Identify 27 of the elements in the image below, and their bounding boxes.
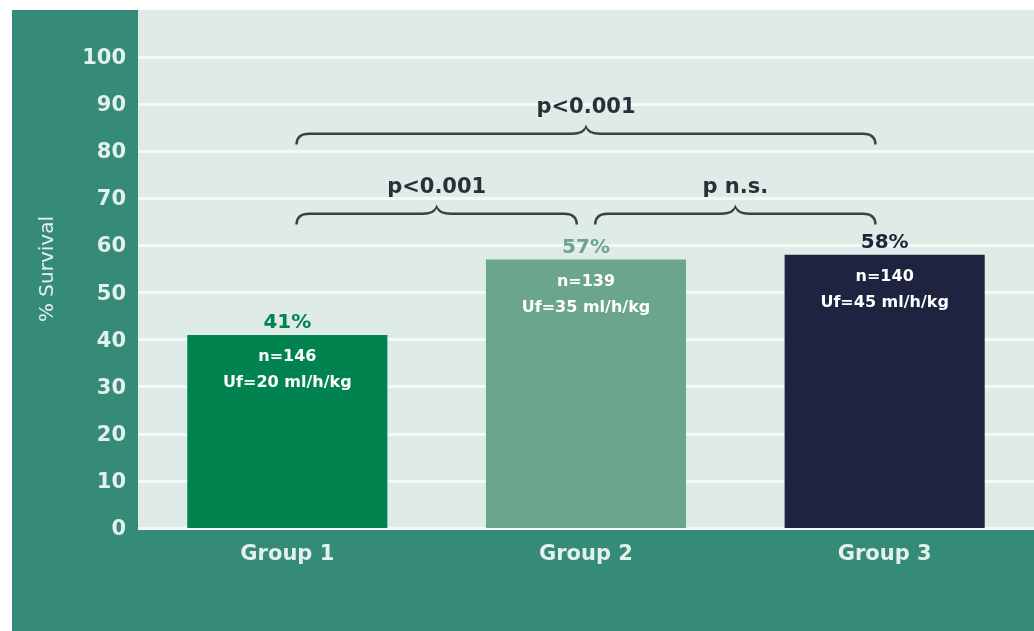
y-tick-label: 0 <box>111 516 126 540</box>
y-tick-label: 50 <box>96 280 126 305</box>
data-label: 58% <box>860 228 909 253</box>
x-tick-label: Group 2 <box>539 540 633 565</box>
annotation: p<0.001 <box>387 173 487 198</box>
y-tick-label: 100 <box>82 45 126 70</box>
y-tick-label: 60 <box>96 233 126 258</box>
y-tick-label: 30 <box>96 374 126 399</box>
x-tick-label: Group 3 <box>837 540 932 565</box>
y-axis-title: % Survival <box>34 216 58 322</box>
x-tick-label: Group 1 <box>240 540 335 565</box>
annotation: p<0.001 <box>536 93 636 118</box>
bar <box>485 259 687 528</box>
y-tick-label: 80 <box>96 139 126 164</box>
y-tick-label: 40 <box>96 327 126 352</box>
data-label: 57% <box>562 233 610 258</box>
y-tick-label: 10 <box>96 468 126 493</box>
bar <box>784 254 985 528</box>
y-tick-label: 70 <box>96 186 126 211</box>
annotation: n=139 Uf=35 ml/h/kg <box>521 271 651 317</box>
y-tick-label: 90 <box>96 92 126 117</box>
annotation: n=146 Uf=20 ml/h/kg <box>223 346 352 392</box>
annotation: n=140 Uf=45 ml/h/kg <box>820 266 949 312</box>
data-label: 41% <box>263 308 312 333</box>
bar <box>187 334 388 528</box>
annotation: p n.s. <box>702 173 769 198</box>
y-tick-label: 20 <box>96 421 126 446</box>
